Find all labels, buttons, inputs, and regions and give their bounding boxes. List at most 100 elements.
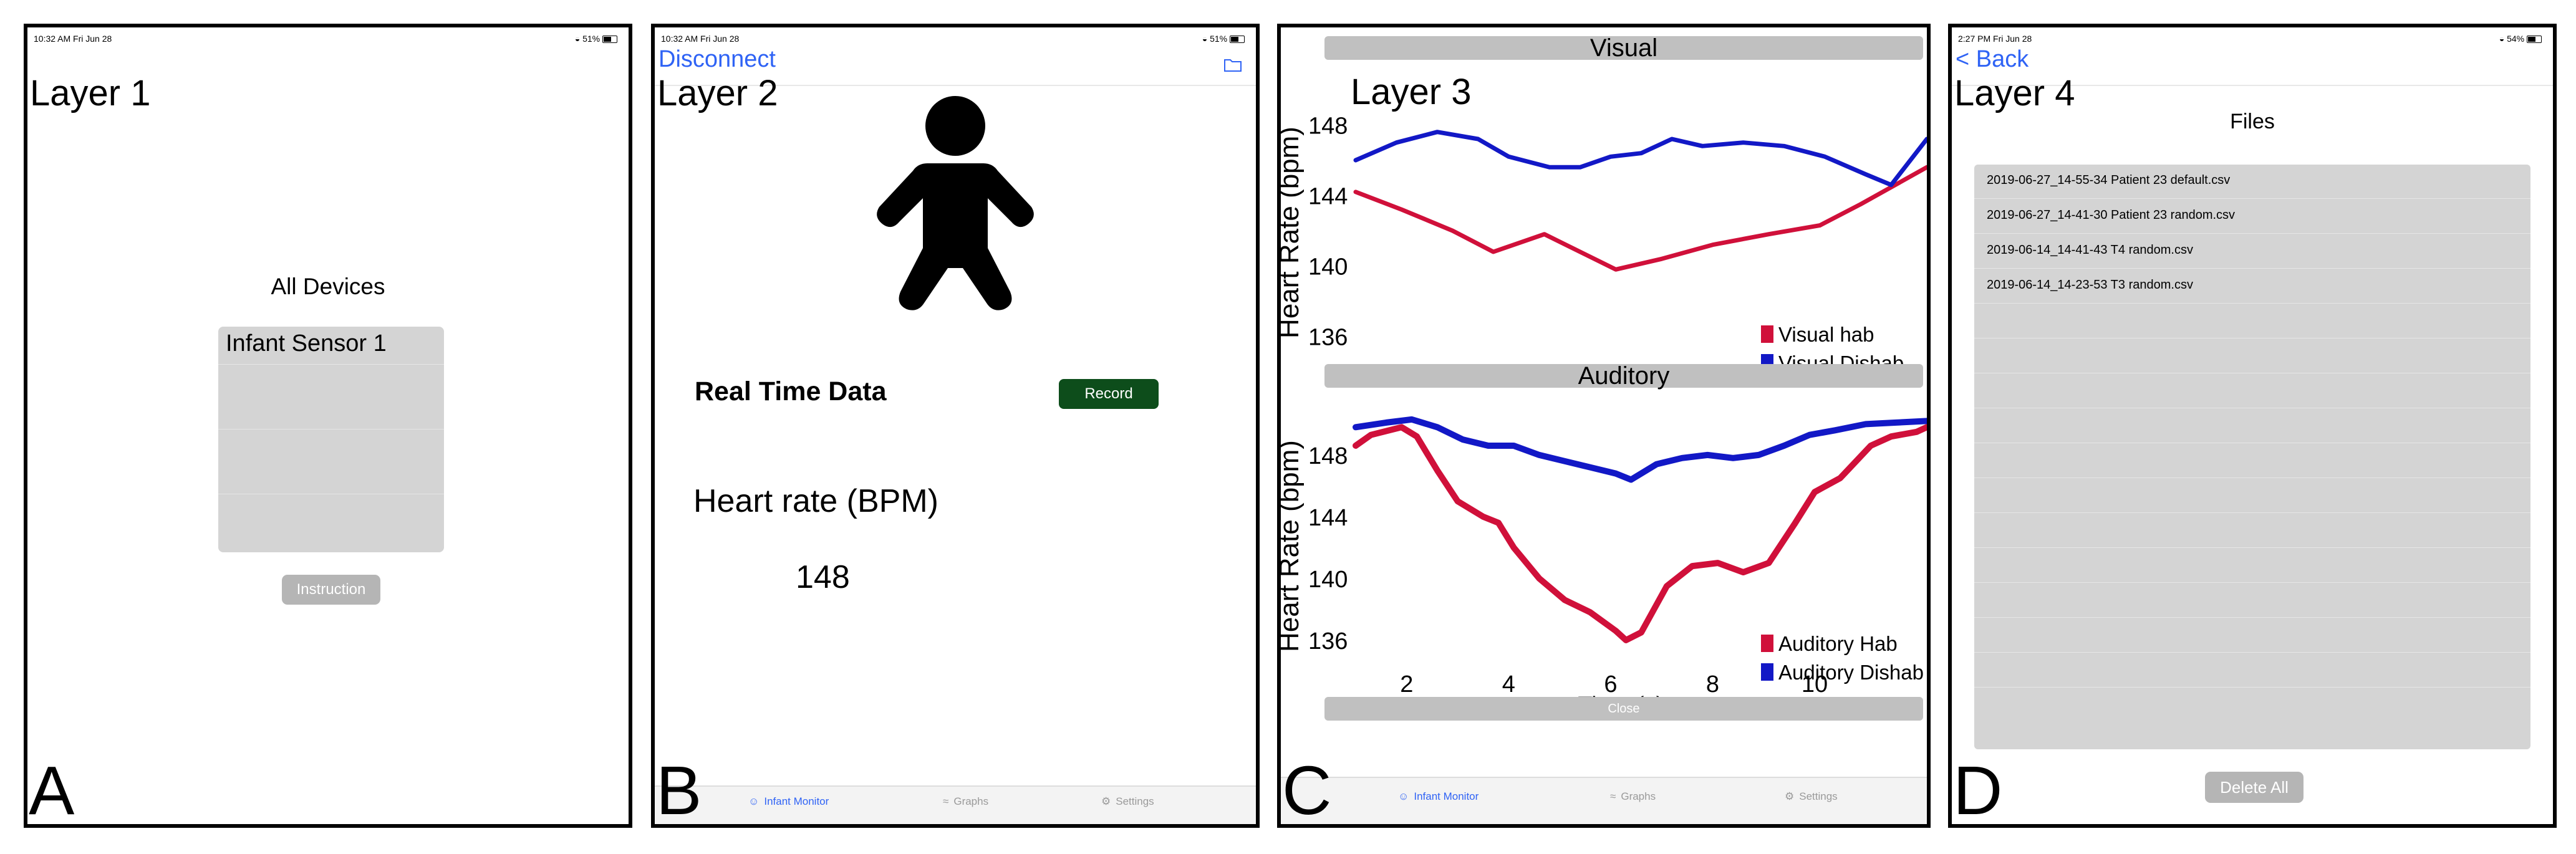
wifi-icon: ◒ bbox=[574, 34, 581, 44]
close-button[interactable]: Close bbox=[1324, 697, 1923, 721]
disconnect-button[interactable]: Disconnect bbox=[658, 46, 776, 72]
tab-settings[interactable]: ⚙ Settings bbox=[1101, 795, 1154, 808]
nav-divider bbox=[1952, 85, 2553, 86]
panel-b: 10:32 AM Fri Jun 28 ◒ 51% Disconnect Lay… bbox=[651, 24, 1260, 828]
files-title: Files bbox=[2230, 110, 2275, 133]
battery-percent: 51% bbox=[1210, 34, 1228, 44]
wifi-icon: ◒ bbox=[2499, 34, 2505, 44]
y-tick-label: 140 bbox=[1308, 254, 1348, 281]
status-battery: ◒ 51% bbox=[575, 34, 617, 44]
y-axis-label: Heart Rate (bpm) bbox=[1281, 440, 1305, 652]
status-time: 10:32 AM Fri Jun 28 bbox=[34, 34, 112, 44]
battery-icon bbox=[602, 36, 617, 44]
gear-icon: ⚙ bbox=[1101, 795, 1111, 807]
legend-label: Visual hab bbox=[1778, 323, 1874, 346]
delete-all-button[interactable]: Delete All bbox=[2205, 772, 2303, 803]
file-list: 2019-06-27_14-55-34 Patient 23 default.c… bbox=[1974, 165, 2530, 749]
tab-infant-monitor[interactable]: ☺ Infant Monitor bbox=[748, 795, 829, 808]
graph-icon: ≈ bbox=[1610, 790, 1616, 802]
auditory-chart-header: Auditory bbox=[1324, 363, 1923, 388]
panel-c: Visual Layer 3 Heart Rate (bpm) 148 144 140… bbox=[1277, 24, 1931, 828]
tab-bar: ☺ Infant Monitor ≈ Graphs ⚙ Settings bbox=[1281, 777, 1927, 824]
series-line bbox=[1353, 416, 1927, 483]
y-tick-label: 144 bbox=[1308, 505, 1348, 531]
y-axis-label: Heart Rate (bpm) bbox=[1281, 127, 1305, 338]
legend-label: Auditory Dishab bbox=[1778, 661, 1924, 684]
wifi-icon: ◒ bbox=[1202, 34, 1208, 44]
panel-a: 10:32 AM Fri Jun 28 ◒ 51% Layer 1 All De… bbox=[24, 24, 632, 828]
x-tick-label: 8 bbox=[1706, 671, 1719, 698]
x-tick-label: 10 bbox=[1802, 671, 1828, 698]
status-bar: 2:27 PM Fri Jun 28 ◒ 54% bbox=[1952, 31, 2553, 49]
status-battery: ◒ 51% bbox=[1202, 34, 1245, 44]
x-tick-label: 4 bbox=[1502, 671, 1515, 698]
panel-letter: B bbox=[656, 752, 702, 828]
battery-icon bbox=[1230, 36, 1245, 44]
battery-percent: 54% bbox=[2507, 34, 2525, 44]
panel-letter: C bbox=[1282, 752, 1332, 828]
series-line bbox=[1353, 165, 1927, 272]
folder-icon[interactable] bbox=[1223, 57, 1242, 72]
list-divider bbox=[1974, 268, 2530, 269]
status-bar: 10:32 AM Fri Jun 28 ◒ 51% bbox=[655, 31, 1256, 49]
baby-icon bbox=[877, 96, 1034, 310]
heart-rate-value: 148 bbox=[796, 559, 850, 595]
series-line bbox=[1353, 130, 1927, 188]
list-divider bbox=[1974, 652, 2530, 653]
legend-swatch bbox=[1761, 635, 1773, 652]
heart-rate-label: Heart rate (BPM) bbox=[693, 483, 938, 519]
record-button[interactable]: Record bbox=[1059, 379, 1159, 409]
instruction-button[interactable]: Instruction bbox=[282, 575, 380, 605]
panel-letter: A bbox=[29, 752, 75, 828]
y-tick-label: 136 bbox=[1308, 628, 1348, 655]
y-tick-label: 144 bbox=[1308, 184, 1348, 210]
legend-swatch bbox=[1761, 663, 1773, 681]
file-item[interactable]: 2019-06-27_14-41-30 Patient 23 random.cs… bbox=[1987, 208, 2236, 222]
x-tick-label: 2 bbox=[1400, 671, 1413, 698]
list-divider bbox=[1974, 687, 2530, 688]
y-tick-label: 148 bbox=[1308, 443, 1348, 469]
layer-label: Layer 4 bbox=[1954, 73, 2075, 113]
visual-chart-header: Visual bbox=[1324, 36, 1923, 60]
tab-bar: ☺ Infant Monitor ≈ Graphs ⚙ Settings bbox=[655, 785, 1256, 824]
baby-icon: ☺ bbox=[748, 795, 760, 807]
tab-settings[interactable]: ⚙ Settings bbox=[1785, 790, 1838, 803]
list-divider bbox=[1974, 198, 2530, 199]
legend-label: Auditory Hab bbox=[1778, 632, 1898, 655]
list-divider bbox=[1974, 547, 2530, 548]
tab-label: Infant Monitor bbox=[1414, 790, 1479, 802]
status-time: 10:32 AM Fri Jun 28 bbox=[661, 34, 740, 44]
panel-d: 2:27 PM Fri Jun 28 ◒ 54% < Back Layer 4 … bbox=[1948, 24, 2557, 828]
file-item[interactable]: 2019-06-14_14-41-43 T4 random.csv bbox=[1987, 243, 2193, 257]
layer-label: Layer 2 bbox=[657, 73, 778, 113]
back-button[interactable]: < Back bbox=[1956, 46, 2029, 72]
battery-percent: 51% bbox=[582, 34, 601, 44]
tab-graphs[interactable]: ≈ Graphs bbox=[1610, 790, 1656, 803]
tab-label: Infant Monitor bbox=[764, 795, 829, 807]
file-item[interactable]: 2019-06-14_14-23-53 T3 random.csv bbox=[1987, 278, 2193, 292]
tab-label: Settings bbox=[1116, 795, 1154, 807]
status-time: 2:27 PM Fri Jun 28 bbox=[1958, 34, 2032, 44]
graph-icon: ≈ bbox=[943, 795, 949, 807]
status-bar: 10:32 AM Fri Jun 28 ◒ 51% bbox=[27, 31, 629, 49]
file-item[interactable]: 2019-06-27_14-55-34 Patient 23 default.c… bbox=[1987, 173, 2231, 187]
layer-label: Layer 1 bbox=[30, 73, 151, 113]
list-divider bbox=[1974, 303, 2530, 304]
baby-icon: ☺ bbox=[1398, 790, 1409, 802]
tab-label: Graphs bbox=[953, 795, 989, 807]
y-tick-label: 148 bbox=[1308, 113, 1348, 139]
all-devices-title: All Devices bbox=[271, 274, 385, 299]
list-divider bbox=[1974, 512, 2530, 513]
auditory-chart: Heart Rate (bpm)148144140136246810Time (… bbox=[1281, 416, 1927, 719]
layer-label: Layer 3 bbox=[1351, 72, 1472, 112]
list-divider bbox=[1974, 582, 2530, 583]
tab-graphs[interactable]: ≈ Graphs bbox=[943, 795, 988, 808]
list-divider bbox=[1974, 617, 2530, 618]
legend-swatch bbox=[1761, 325, 1773, 343]
tab-infant-monitor[interactable]: ☺ Infant Monitor bbox=[1398, 790, 1479, 803]
nav-divider bbox=[655, 85, 1256, 86]
device-list-item[interactable]: Infant Sensor 1 bbox=[226, 330, 387, 357]
status-battery: ◒ 54% bbox=[2499, 34, 2542, 44]
realtime-data-label: Real Time Data bbox=[695, 377, 887, 406]
